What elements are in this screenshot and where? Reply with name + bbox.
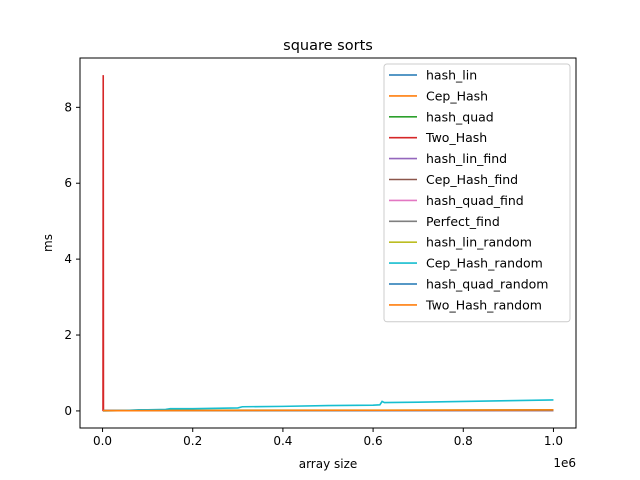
- legend-label: Cep_Hash: [426, 88, 488, 103]
- legend-label: Cep_Hash_find: [426, 172, 518, 187]
- axes: 0.0 0.2 0.4 0.6 0.8 1.0 0 2 4 6 8: [64, 100, 563, 448]
- plot-area: [79, 57, 577, 429]
- chart-title: square sorts: [283, 38, 373, 54]
- x-tick-label: 0.4: [273, 434, 292, 448]
- x-axis-offset-label: 1e6: [553, 456, 576, 470]
- y-axis-label: ms: [41, 234, 55, 252]
- series-line-two-hash-random: [102, 409, 554, 412]
- y-tick-label: 0: [64, 404, 72, 418]
- y-tick-label: 6: [64, 176, 72, 190]
- y-tick-label: 4: [64, 252, 72, 266]
- legend-label: Perfect_find: [426, 214, 500, 229]
- series-lines: [102, 75, 554, 412]
- legend-label: Two_Hash: [425, 130, 487, 145]
- y-tick-label: 2: [64, 328, 72, 342]
- legend-label: hash_quad_random: [426, 277, 548, 292]
- x-tick-label: 0.0: [93, 434, 112, 448]
- legend-box: [383, 63, 571, 323]
- x-tick-label: 0.2: [183, 434, 202, 448]
- legend-label: hash_lin_find: [426, 151, 507, 166]
- x-tick-label: 0.8: [454, 434, 473, 448]
- x-tick-label: 0.6: [364, 434, 383, 448]
- x-axis-label: array size: [299, 457, 358, 471]
- legend-label: Two_Hash_random: [425, 297, 542, 312]
- series-line-cep-hash-random: [102, 399, 554, 412]
- legend: hash_lin Cep_Hash hash_quad Two_Hash hash_li…: [383, 63, 571, 323]
- legend-label: hash_lin_random: [426, 235, 532, 250]
- x-tick-label: 1.0: [544, 434, 563, 448]
- legend-label: hash_lin: [426, 68, 477, 83]
- legend-label: hash_quad: [426, 109, 494, 124]
- y-tick-label: 8: [64, 100, 72, 114]
- legend-label: hash_quad_find: [426, 193, 524, 208]
- legend-label: Cep_Hash_random: [426, 256, 543, 271]
